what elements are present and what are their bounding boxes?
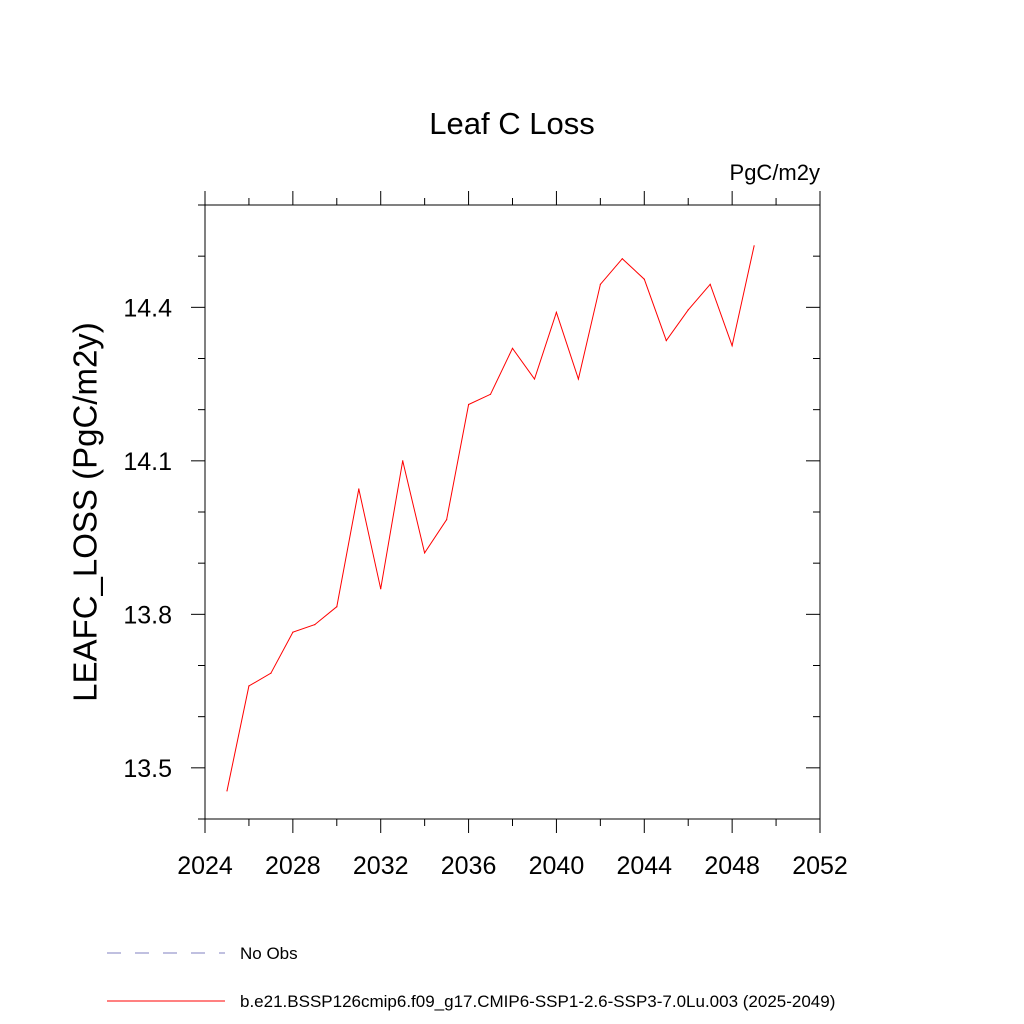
legend: No Obs b.e21.BSSP126cmip6.f09_g17.CMIP6-… xyxy=(107,944,835,1011)
data-point xyxy=(555,311,558,313)
y-tick-label: 13.8 xyxy=(123,601,172,629)
data-point xyxy=(599,283,602,285)
plot-frame xyxy=(204,204,821,820)
axis-ticks: 2024 2028 2032 2036 2040 2044 2048 2052 13.5 13.8… xyxy=(123,191,848,880)
data-point xyxy=(643,278,645,280)
data-point xyxy=(402,460,404,462)
x-tick-label: 2028 xyxy=(265,852,321,880)
data-point xyxy=(731,345,733,347)
data-point xyxy=(424,552,426,554)
data-point xyxy=(446,519,448,521)
data-point xyxy=(489,393,492,395)
series-lines xyxy=(226,245,755,792)
y-tick-label: 14.1 xyxy=(123,448,172,476)
data-point xyxy=(314,624,316,626)
data-point xyxy=(468,403,470,406)
data-point xyxy=(248,685,250,687)
x-tick-label: 2048 xyxy=(704,852,760,880)
data-point xyxy=(533,378,536,380)
legend-label-series: b.e21.BSSP126cmip6.f09_g17.CMIP6-SSP1-2.… xyxy=(240,992,835,1011)
data-point xyxy=(621,258,623,260)
data-point xyxy=(226,790,228,792)
data-point xyxy=(665,340,667,342)
x-tick-label: 2032 xyxy=(353,852,409,880)
x-tick-label: 2044 xyxy=(616,852,672,880)
y-tick-label: 14.4 xyxy=(123,294,172,322)
data-point xyxy=(709,283,711,285)
data-point xyxy=(687,309,689,311)
chart-title: Leaf C Loss xyxy=(429,106,594,141)
data-point xyxy=(270,672,272,674)
x-tick-label: 2052 xyxy=(792,852,848,880)
data-point xyxy=(511,347,514,349)
series-line xyxy=(226,245,755,792)
y-tick-label: 13.5 xyxy=(123,755,172,783)
data-point xyxy=(292,631,294,633)
x-tick-label: 2036 xyxy=(441,852,497,880)
data-point xyxy=(753,245,755,247)
data-point xyxy=(358,488,360,490)
legend-label-no-obs: No Obs xyxy=(240,944,298,963)
data-point xyxy=(380,588,382,590)
x-tick-label: 2024 xyxy=(177,852,233,880)
x-tick-label: 2040 xyxy=(529,852,585,880)
data-point xyxy=(577,378,580,380)
units-label: PgC/m2y xyxy=(730,160,820,185)
data-point xyxy=(336,606,338,608)
y-axis-label: LEAFC_LOSS (PgC/m2y) xyxy=(67,322,104,702)
